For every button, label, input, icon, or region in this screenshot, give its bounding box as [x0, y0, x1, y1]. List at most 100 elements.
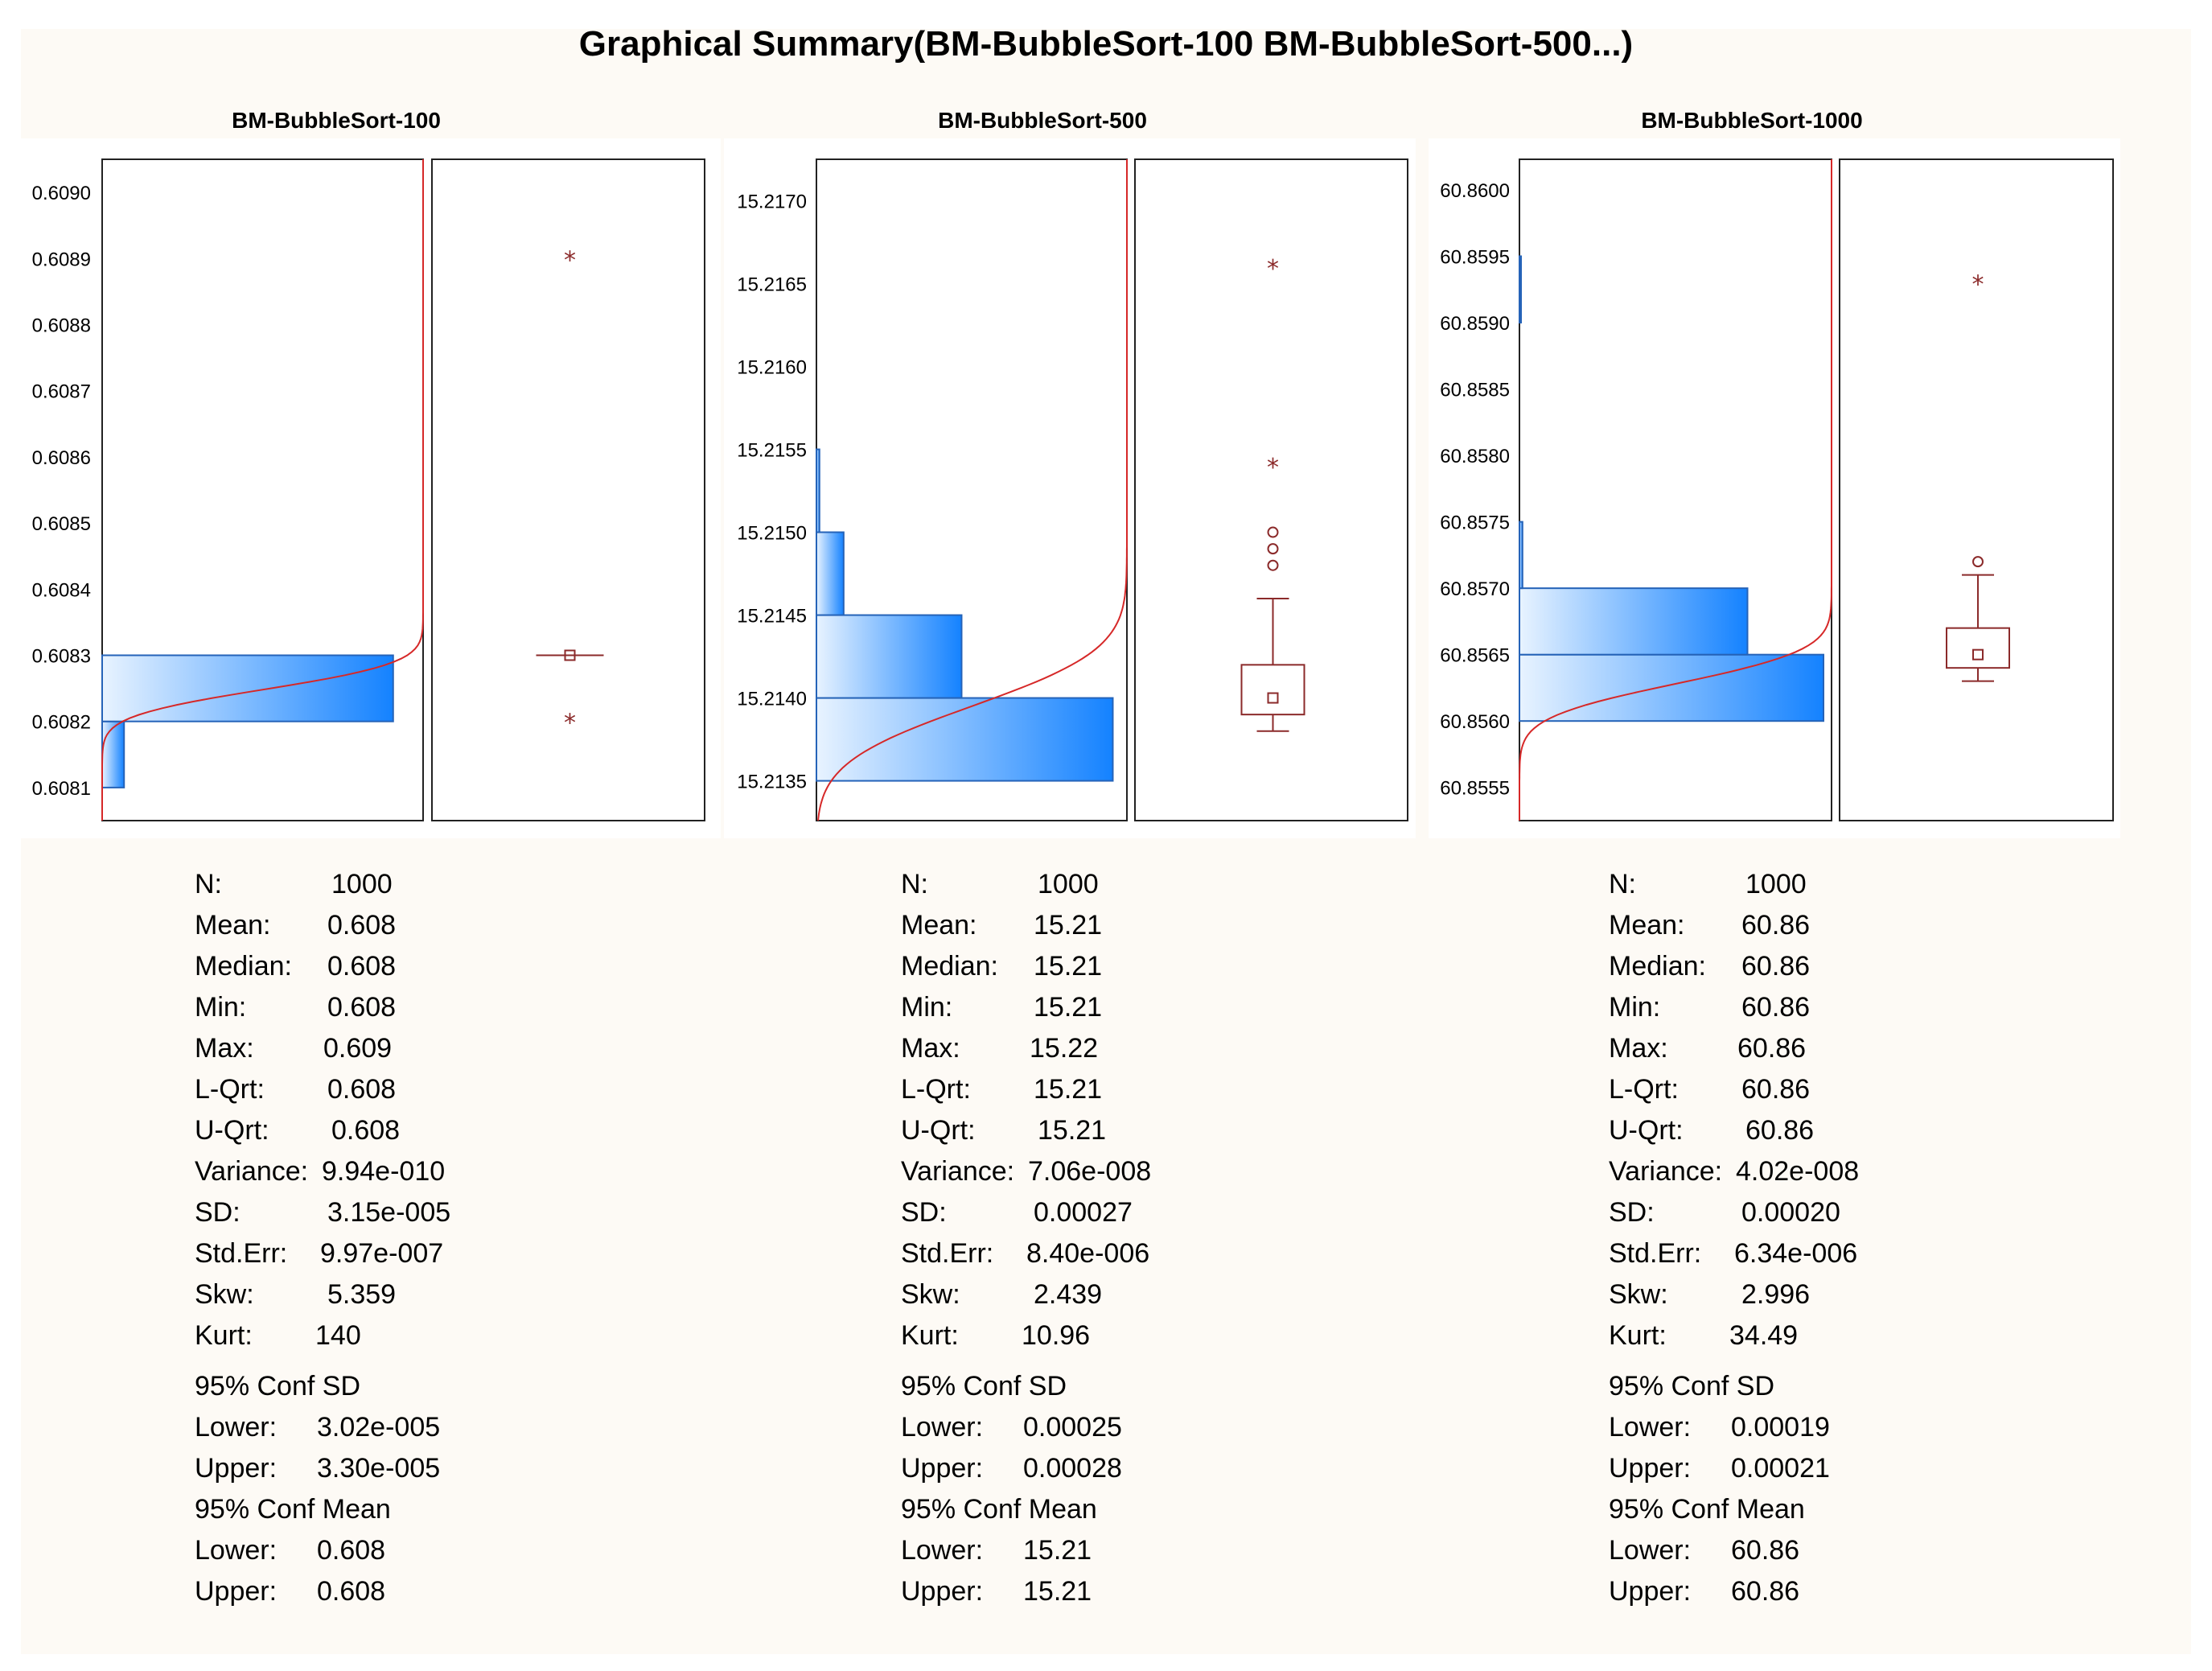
stats-label: Upper:	[195, 1576, 278, 1607]
stats-label: U-Qrt:	[1609, 1115, 1684, 1146]
histogram-bar	[816, 697, 1114, 782]
stats-value: 60.86	[1737, 1033, 1807, 1064]
y-tick-label: 0.6083	[32, 646, 91, 668]
y-tick-label: 0.6084	[32, 579, 91, 601]
stats-value: 2.996	[1741, 1279, 1811, 1310]
stats-value: 6.34e-006	[1734, 1238, 1858, 1269]
stats-label: Std.Err:	[1609, 1238, 1702, 1269]
boxplot-outlier-star: *	[1972, 271, 1984, 299]
stats-value: 5.359	[327, 1279, 397, 1310]
charts-svg: 0.6090 0.6089 0.6088 0.6087 0.6086 0.6085 0.60…	[31, 138, 2120, 838]
y-tick-label: 60.8565	[1440, 645, 1510, 667]
stats-label: Kurt:	[1609, 1320, 1667, 1351]
chart-panel-1: 15.2170 15.2165 15.2160 15.2155 15.2150 15.21…	[724, 138, 1416, 838]
stats-label: SD:	[195, 1197, 241, 1228]
stats-label: Lower:	[1609, 1412, 1692, 1443]
y-tick-label: 15.2145	[737, 606, 807, 628]
y-tick-label: 60.8585	[1440, 380, 1510, 401]
stats-value: 8.40e-006	[1026, 1238, 1150, 1269]
y-tick-label: 60.8560	[1440, 711, 1510, 733]
stats-value: 0.00020	[1741, 1197, 1840, 1228]
stats-label: Median:	[195, 951, 292, 982]
stats-label: Lower:	[195, 1412, 278, 1443]
y-tick-label: 60.8575	[1440, 512, 1510, 534]
stats-value: 1000	[1745, 869, 1807, 899]
stats-label: Mean:	[1609, 910, 1685, 940]
stats-label: 95% Conf SD	[901, 1371, 1067, 1401]
y-tick-label: 60.8555	[1440, 778, 1510, 800]
stats-value: 9.97e-007	[320, 1238, 444, 1269]
boxplot-outlier-star: *	[564, 710, 576, 738]
stats-label: U-Qrt:	[195, 1115, 269, 1146]
stats-value: 0.00025	[1023, 1412, 1122, 1443]
histogram-bar	[1519, 587, 1749, 656]
histogram-bar	[816, 531, 845, 616]
stats-label: Upper:	[1609, 1453, 1692, 1484]
stats-label: Kurt:	[901, 1320, 959, 1351]
stats-value: 60.86	[1731, 1535, 1800, 1566]
stats-value: 3.02e-005	[317, 1412, 441, 1443]
stats-value: 34.49	[1729, 1320, 1799, 1351]
boxplot-outlier-star: *	[564, 246, 576, 274]
stats-label: Mean:	[901, 910, 977, 940]
stats-label: Kurt:	[195, 1320, 253, 1351]
stats-label: Upper:	[901, 1576, 984, 1607]
boxplot-iqr-box	[1240, 664, 1305, 716]
y-tick-label: 60.8570	[1440, 578, 1510, 600]
stats-label: SD:	[901, 1197, 947, 1228]
stats-label: Mean:	[195, 910, 271, 940]
y-tick-label: 0.6085	[32, 513, 91, 535]
stats-label: Skw:	[195, 1279, 254, 1310]
stats-label: Max:	[195, 1033, 254, 1064]
stats-value: 15.21	[1023, 1535, 1092, 1566]
stats-label: Upper:	[195, 1453, 278, 1484]
boxplot-frame	[1839, 158, 2114, 821]
stats-label: N:	[901, 869, 928, 899]
stats-label: Min:	[901, 992, 953, 1023]
stats-label: L-Qrt:	[901, 1074, 971, 1105]
y-tick-label: 60.8580	[1440, 446, 1510, 467]
stats-label: Lower:	[1609, 1535, 1692, 1566]
stats-label: SD:	[1609, 1197, 1655, 1228]
panel-plot-background	[1429, 138, 2120, 838]
stats-label: Skw:	[901, 1279, 960, 1310]
stats-label: Variance:	[901, 1156, 1015, 1187]
stats-label: Upper:	[901, 1453, 984, 1484]
stats-label: Min:	[195, 992, 247, 1023]
boxplot-iqr-box	[1946, 627, 2010, 669]
stats-value: 2.439	[1034, 1279, 1103, 1310]
boxplot-outlier-circle	[1267, 526, 1279, 538]
chart-panel-2: 60.8600 60.8595 60.8590 60.8585 60.8580 60.85…	[1429, 138, 2120, 838]
stats-label: N:	[1609, 869, 1636, 899]
boxplot-mean-marker	[1267, 692, 1279, 704]
stats-label: Lower:	[195, 1535, 278, 1566]
stats-label: 95% Conf Mean	[1609, 1494, 1805, 1525]
boxplot-mean-marker	[1972, 648, 1984, 661]
stats-label: Median:	[1609, 951, 1706, 982]
normal-fit-curve	[817, 159, 1128, 821]
stats-value: 15.21	[1034, 992, 1103, 1023]
y-tick-label: 60.8590	[1440, 313, 1510, 335]
boxplot-outlier-circle	[1972, 556, 1984, 568]
stats-value: 1000	[331, 869, 393, 899]
panel-title-bubblesort-1000: BM-BubbleSort-1000	[1641, 108, 1863, 133]
stats-label: 95% Conf SD	[195, 1371, 360, 1401]
stats-label: Std.Err:	[901, 1238, 994, 1269]
y-tick-label: 0.6087	[32, 381, 91, 403]
stats-value: 15.21	[1034, 951, 1103, 982]
stats-label: Variance:	[195, 1156, 309, 1187]
boxplot-frame	[431, 158, 705, 821]
boxplot-outlier-circle	[1267, 543, 1279, 555]
stats-value: 0.608	[331, 1115, 401, 1146]
y-tick-label: 0.6082	[32, 712, 91, 734]
stats-value: 0.00027	[1034, 1197, 1133, 1228]
y-tick-label: 60.8595	[1440, 246, 1510, 268]
stats-value: 15.21	[1034, 1074, 1103, 1105]
stats-label: N:	[195, 869, 222, 899]
chart-main-title: Graphical Summary(BM-BubbleSort-100 BM-B…	[578, 24, 1634, 64]
stats-label: Upper:	[1609, 1576, 1692, 1607]
y-tick-label: 0.6090	[32, 183, 91, 204]
stats-value: 3.30e-005	[317, 1453, 441, 1484]
boxplot-outlier-star: *	[1267, 255, 1279, 283]
y-tick-label: 15.2140	[737, 689, 807, 710]
